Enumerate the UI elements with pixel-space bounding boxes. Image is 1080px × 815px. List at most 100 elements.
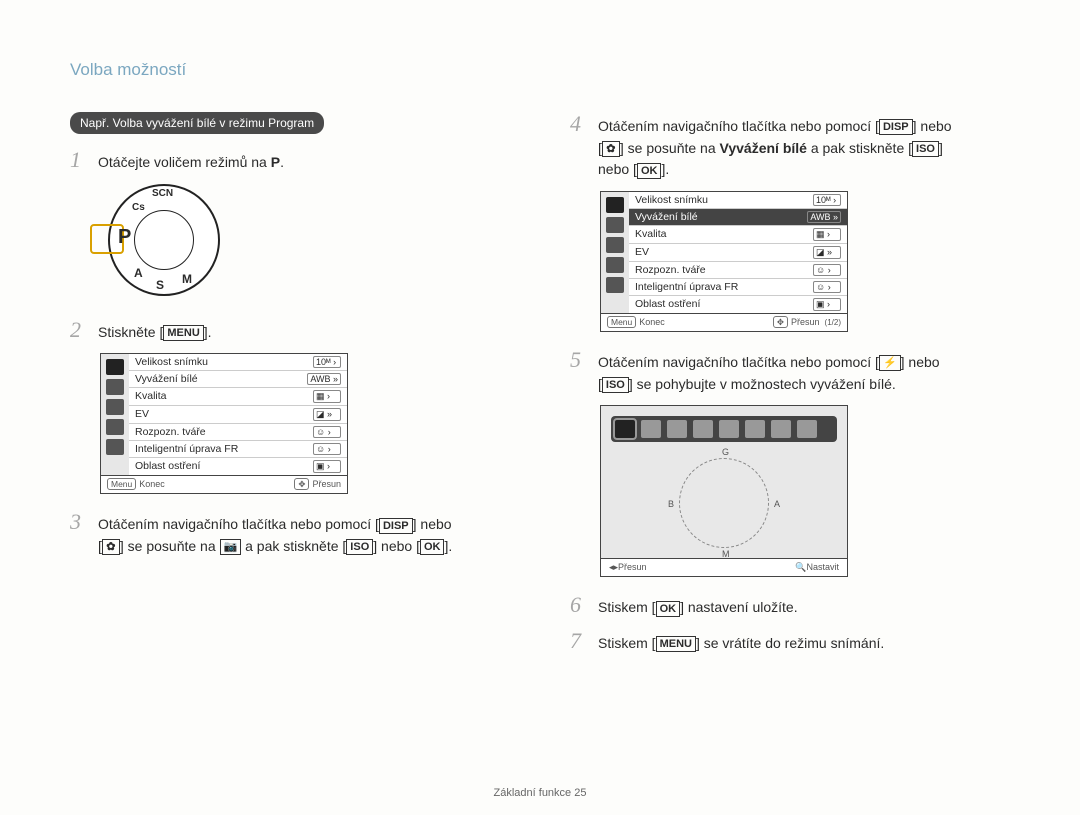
wb-option-awb-icon <box>615 420 635 438</box>
menu-row-value: AWB » <box>307 373 341 385</box>
step-3: 3 Otáčením navigačního tlačítka nebo pom… <box>70 510 510 557</box>
step-7: 7 Stiskem [MENU] se vrátíte do režimu sn… <box>570 629 1010 655</box>
step-1: 1 Otáčejte voličem režimů na P. <box>70 148 510 174</box>
step-text: a pak stiskněte [ <box>807 140 912 156</box>
step-2: 2 Stiskněte [MENU]. <box>70 318 510 344</box>
menu-row: Oblast ostření▣ › <box>629 296 847 313</box>
wb-option-icon <box>693 420 713 438</box>
step-6: 6 Stiskem [OK] nastavení uložíte. <box>570 593 1010 619</box>
step-number: 7 <box>570 629 588 655</box>
menu-row: Oblast ostření ▣ › <box>129 458 347 475</box>
dial-label-m: M <box>182 272 192 286</box>
step-bold: Vyvážení bílé <box>720 140 807 156</box>
step-text: ] nebo <box>901 354 940 370</box>
example-callout: Např. Volba vyvážení bílé v režimu Progr… <box>70 112 324 134</box>
menu-footer-move: Přesun <box>791 317 820 327</box>
wb-footer-set: Nastavit <box>806 562 839 572</box>
menu-sidebar-icons <box>101 354 129 475</box>
nav-icon: ✥ <box>773 316 788 328</box>
menu-row-value: ☺ › <box>313 443 341 455</box>
mode-p-icon: P <box>271 154 280 170</box>
step-body: Otáčením navigačního tlačítka nebo pomoc… <box>598 112 1010 181</box>
step-text: nebo [ <box>598 161 637 177</box>
menu-row-value: 10ᴹ › <box>313 356 341 368</box>
right-column: 4 Otáčením navigačního tlačítka nebo pom… <box>570 112 1010 665</box>
disp-button-icon: DISP <box>879 119 913 135</box>
wb-label-b: B <box>668 499 674 509</box>
wb-option-icon <box>771 420 791 438</box>
dial-label-scn: SCN <box>152 188 173 199</box>
menu-footer-page: (1/2) <box>825 318 841 327</box>
menu-row-label: Inteligentní úprava FR <box>135 443 238 455</box>
menu-row: EV◪ » <box>629 244 847 262</box>
disp-button-icon: DISP <box>379 518 413 534</box>
step-number: 3 <box>70 510 88 557</box>
menu-footer-move: Přesun <box>312 479 341 489</box>
step-body: Stiskem [OK] nastavení uložíte. <box>598 593 1010 619</box>
menu-screenshot-1: Velikost snímku 10ᴹ › Vyvážení bílé AWB » Kv… <box>100 353 348 494</box>
step-text: ]. <box>204 324 212 340</box>
dial-inner-circle <box>134 210 194 270</box>
menu-row-label: Velikost snímku <box>135 356 208 368</box>
nav-icon: ✥ <box>294 478 309 490</box>
menu-row-label: Inteligentní úprava FR <box>635 281 738 293</box>
menu-row-label: Oblast ostření <box>135 460 200 473</box>
menu-row: Kvalita▦ › <box>129 388 347 406</box>
video-icon <box>606 217 624 233</box>
step-text: ] nebo <box>413 516 452 532</box>
menu-button-icon: MENU <box>163 325 203 341</box>
macro-icon: ✿ <box>102 539 120 555</box>
menu-list: Velikost snímku 10ᴹ › Vyvážení bílé AWB » Kv… <box>129 354 347 475</box>
menu-footer-button: Menu <box>107 478 136 490</box>
wb-footer-move: Přesun <box>618 562 647 572</box>
camera-icon <box>106 359 124 375</box>
step-text: ] se pohybujte v možnostech vyvážení bíl… <box>629 376 896 392</box>
menu-row-value: ◪ » <box>313 408 341 421</box>
menu-row-label: Rozpozn. tváře <box>135 426 206 438</box>
menu-row-value: ▣ › <box>313 460 341 473</box>
step-number: 1 <box>70 148 88 174</box>
wb-screenshot: G M B A ◂▸Přesun 🔍Nastavit <box>600 405 848 577</box>
menu-row-value: AWB » <box>807 211 841 223</box>
step-number: 5 <box>570 348 588 395</box>
menu-row: Inteligentní úprava FR☺ › <box>629 279 847 296</box>
menu-row-value: ▦ › <box>313 390 341 403</box>
menu-row: Velikost snímku 10ᴹ › <box>129 354 347 371</box>
camera-icon <box>606 197 624 213</box>
step-body: Stiskem [MENU] se vrátíte do režimu sním… <box>598 629 1010 655</box>
dial-p-label: P <box>118 226 131 249</box>
wb-label-a: A <box>774 499 780 509</box>
step-text: ]. <box>444 538 452 554</box>
step-text: Stiskněte [ <box>98 324 163 340</box>
wb-option-icon <box>719 420 739 438</box>
page-footer: Základní funkce 25 <box>0 787 1080 799</box>
menu-row-value: ▦ › <box>813 228 841 241</box>
menu-row-label: EV <box>635 246 649 259</box>
menu-row-value: ▣ › <box>813 298 841 311</box>
step-text: . <box>280 154 284 170</box>
menu-footer-button: Menu <box>607 316 636 328</box>
menu-row-label: Vyvážení bílé <box>135 373 198 385</box>
content-columns: Např. Volba vyvážení bílé v režimu Progr… <box>70 112 1010 665</box>
step-5: 5 Otáčením navigačního tlačítka nebo pom… <box>570 348 1010 395</box>
dial-label-a: A <box>134 266 143 280</box>
step-text: ] se vrátíte do režimu snímání. <box>696 635 884 651</box>
wb-option-icon <box>667 420 687 438</box>
sound-icon <box>606 237 624 253</box>
settings-icon <box>606 277 624 293</box>
wb-adjust-area: G M B A <box>601 448 847 558</box>
menu-row: EV◪ » <box>129 406 347 424</box>
step-text: ] nebo <box>913 118 952 134</box>
step-body: Otáčením navigačního tlačítka nebo pomoc… <box>598 348 1010 395</box>
flash-icon: ⚡ <box>879 355 901 371</box>
wb-label-g: G <box>722 447 729 457</box>
step-text: Stiskem [ <box>598 635 656 651</box>
menu-footer: MenuKonec ✥Přesun <box>101 475 347 493</box>
step-body: Stiskněte [MENU]. <box>98 318 510 344</box>
iso-button-icon: ISO <box>346 539 373 555</box>
menu-row: Kvalita▦ › <box>629 226 847 244</box>
iso-button-icon: ISO <box>912 141 939 157</box>
macro-icon: ✿ <box>602 141 620 157</box>
step-text: ] nebo [ <box>373 538 420 554</box>
step-body: Otáčejte voličem režimů na P. <box>98 148 510 174</box>
